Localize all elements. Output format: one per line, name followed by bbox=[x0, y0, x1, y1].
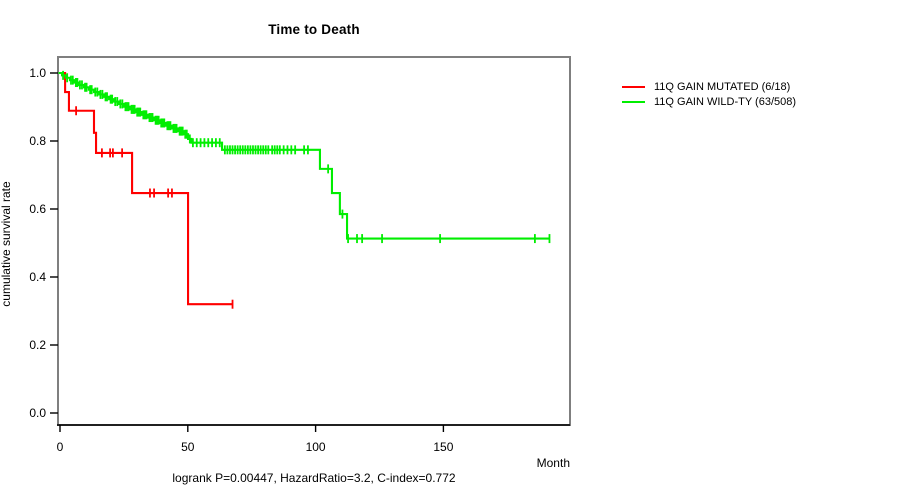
stats-annotation: logrank P=0.00447, HazardRatio=3.2, C-in… bbox=[172, 471, 456, 485]
green-line-swatch-icon bbox=[622, 100, 645, 103]
y-tick-label: 0.6 bbox=[29, 202, 46, 216]
y-tick-label: 0.2 bbox=[29, 338, 46, 352]
axis-ticks-group bbox=[50, 72, 445, 432]
chart-title: Time to Death bbox=[268, 22, 360, 37]
legend-label: 11Q GAIN MUTATED (6/18) bbox=[654, 80, 791, 93]
y-tick-label: 0.4 bbox=[29, 270, 46, 284]
legend-item-wildtype: 11Q GAIN WILD-TY (63/508) bbox=[622, 94, 796, 109]
x-tick-label: 0 bbox=[56, 440, 64, 454]
y-tick-label: 0.0 bbox=[29, 406, 46, 420]
x-axis-title: Month bbox=[536, 456, 570, 470]
km-curve bbox=[58, 71, 234, 306]
legend: 11Q GAIN MUTATED (6/18) 11Q GAIN WILD-TY… bbox=[622, 79, 796, 109]
y-tick-label: 1.0 bbox=[29, 66, 46, 80]
x-tick-label: 100 bbox=[305, 440, 326, 454]
y-tick-label: 0.8 bbox=[29, 134, 46, 148]
legend-label: 11Q GAIN WILD-TY (63/508) bbox=[654, 95, 797, 108]
x-tick-label: 50 bbox=[181, 440, 195, 454]
legend-item-mutated: 11Q GAIN MUTATED (6/18) bbox=[622, 79, 796, 94]
red-line-swatch-icon bbox=[622, 85, 645, 88]
curves-group bbox=[58, 70, 551, 309]
plot-frame-group bbox=[57, 56, 571, 426]
y-axis-title: cumulative survival rate bbox=[0, 181, 13, 307]
x-tick-label: 150 bbox=[433, 440, 454, 454]
